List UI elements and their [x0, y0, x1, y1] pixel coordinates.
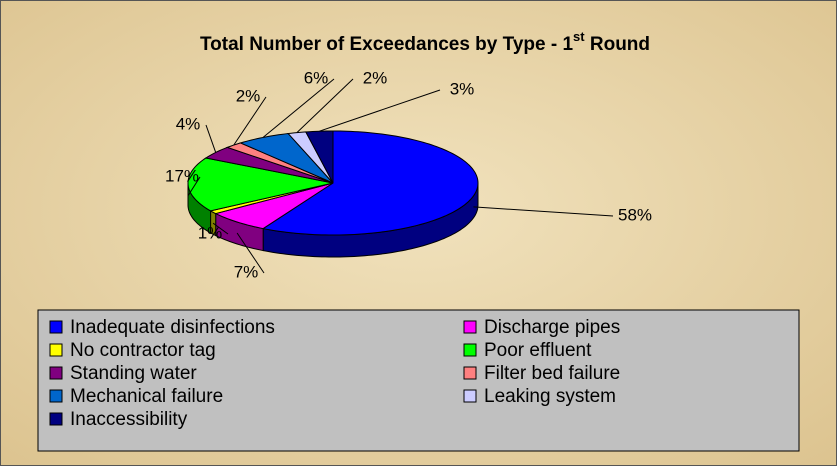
legend-label: Discharge pipes: [484, 317, 620, 338]
legend: Inadequate disinfections Discharge pipes N…: [49, 317, 620, 430]
leader-line: [212, 222, 229, 235]
slice: [204, 146, 334, 184]
leader-line: [236, 232, 265, 274]
slice: [305, 130, 334, 184]
leader-line: [296, 78, 354, 133]
data-label: 2%: [236, 86, 261, 105]
legend-label: Filter bed failure: [484, 363, 620, 384]
data-label: 4%: [176, 114, 201, 133]
leader-line: [262, 78, 335, 138]
legend-swatch: [463, 343, 477, 357]
slice: [261, 130, 479, 236]
legend-swatch: [49, 412, 63, 426]
pie: [187, 130, 479, 258]
legend-label: Mechanical failure: [70, 386, 223, 407]
legend-box: [37, 309, 800, 452]
legend-label: Leaking system: [484, 386, 616, 407]
leader-line: [473, 206, 614, 217]
legend-swatch: [49, 366, 63, 380]
leader-line: [233, 96, 267, 146]
legend-swatch: [463, 320, 477, 334]
slice: [214, 182, 334, 230]
leader-line: [205, 124, 217, 153]
legend-swatch: [49, 389, 63, 403]
labels: 58% 7% 1% 17% 4% 2% 6% 2% 3%: [165, 68, 652, 281]
slice: [187, 157, 334, 212]
chart-title: Total Number of Exceedances by Type - 1s…: [200, 29, 650, 55]
legend-label: Poor effluent: [484, 340, 592, 361]
data-label: 58%: [618, 205, 652, 224]
data-label: 17%: [165, 166, 199, 185]
leader-line: [187, 176, 201, 196]
legend-label: No contractor tag: [70, 340, 216, 361]
legend-swatch: [49, 343, 63, 357]
legend-swatch: [463, 366, 477, 380]
legend-label: Inadequate disinfections: [70, 317, 275, 338]
legend-label: Standing water: [70, 363, 197, 384]
data-label: 1%: [198, 223, 223, 242]
legend-swatch: [463, 389, 477, 403]
data-label: 2%: [363, 68, 388, 87]
data-label: 6%: [304, 68, 329, 87]
legend-label: Inaccessibility: [70, 409, 188, 430]
leader-line: [319, 89, 441, 132]
data-label: 7%: [234, 262, 259, 281]
data-label: 3%: [450, 79, 475, 98]
legend-swatch: [49, 320, 63, 334]
